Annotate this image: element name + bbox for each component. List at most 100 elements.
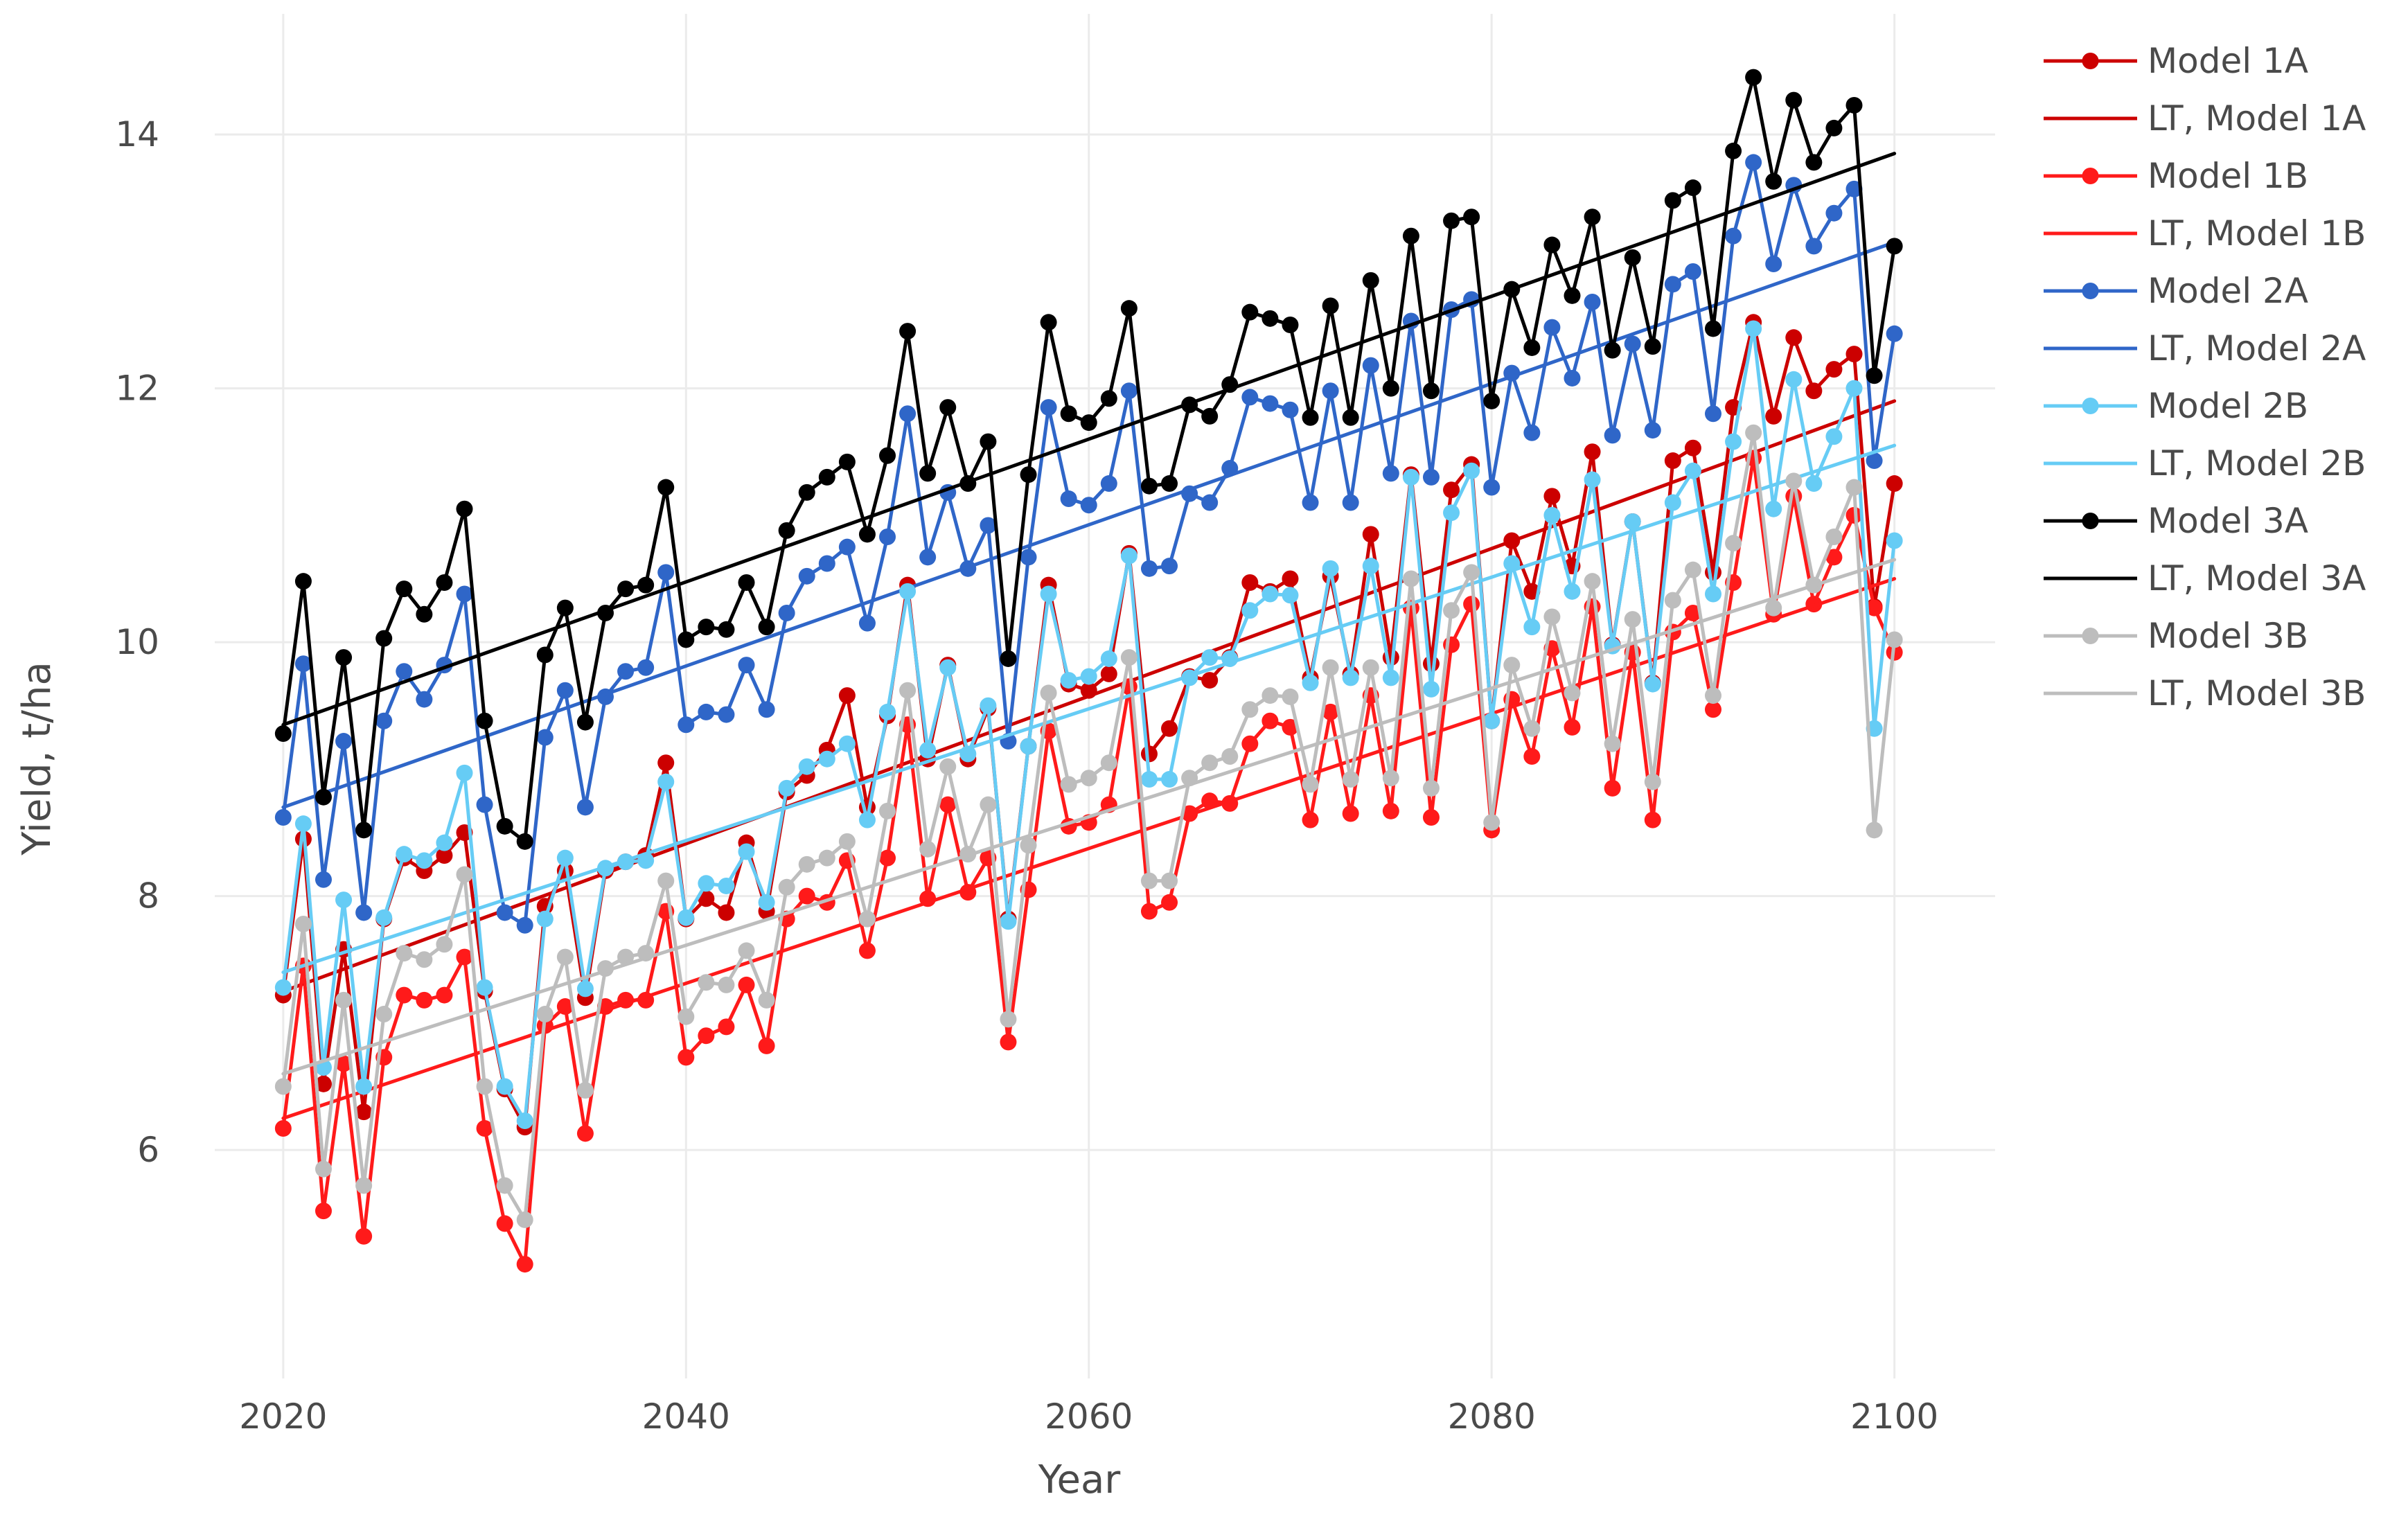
data-point-10-3 [335, 991, 353, 1009]
data-point-4-80 [1886, 325, 1903, 342]
data-point-6-7 [416, 852, 433, 869]
data-point-6-76 [1805, 475, 1823, 493]
data-point-6-14 [556, 849, 574, 867]
data-point-0-76 [1805, 382, 1823, 400]
data-point-2-68 [1644, 811, 1661, 828]
legend-item-6[interactable]: Model 2B [2044, 386, 2308, 426]
data-point-2-20 [678, 1049, 695, 1066]
data-point-6-10 [476, 979, 493, 996]
data-point-4-32 [919, 549, 937, 566]
data-point-6-74 [1765, 500, 1782, 517]
data-point-6-5 [375, 909, 393, 926]
trend-line-11 [281, 558, 1897, 1076]
data-point-8-73 [1745, 69, 1762, 86]
data-point-6-0 [274, 979, 292, 996]
data-point-8-2 [315, 788, 332, 806]
legend-item-9[interactable]: LT, Model 3A [2044, 558, 2366, 598]
legend-item-11[interactable]: LT, Model 3B [2044, 673, 2366, 713]
data-point-4-19 [657, 564, 675, 581]
data-point-8-62 [1523, 339, 1541, 356]
data-point-4-51 [1302, 494, 1319, 511]
data-point-6-40 [1080, 668, 1097, 685]
data-point-8-59 [1463, 209, 1480, 226]
data-point-8-56 [1402, 227, 1419, 245]
data-point-6-51 [1302, 674, 1319, 691]
data-point-10-30 [879, 802, 896, 819]
data-point-10-63 [1543, 608, 1561, 626]
data-point-8-55 [1382, 380, 1399, 397]
data-point-10-61 [1503, 657, 1521, 674]
data-point-4-38 [1040, 399, 1057, 416]
data-point-10-21 [698, 974, 715, 991]
data-point-6-19 [657, 773, 675, 790]
data-point-8-78 [1845, 96, 1863, 114]
data-point-4-27 [818, 555, 835, 572]
data-point-6-70 [1684, 462, 1701, 479]
data-point-2-2 [315, 1203, 332, 1220]
data-point-6-26 [798, 758, 815, 775]
data-point-10-13 [536, 1006, 554, 1023]
data-point-6-3 [335, 891, 353, 909]
data-point-8-39 [1060, 405, 1077, 423]
data-point-0-74 [1765, 407, 1782, 425]
data-point-4-15 [576, 799, 594, 816]
data-point-6-37 [1020, 738, 1037, 755]
data-point-8-64 [1564, 287, 1581, 304]
data-point-2-4 [355, 1227, 373, 1245]
data-point-2-51 [1302, 811, 1319, 828]
legend-item-1[interactable]: LT, Model 1A [2044, 98, 2366, 139]
data-point-0-22 [718, 904, 735, 921]
data-point-4-44 [1161, 558, 1178, 575]
data-point-10-50 [1282, 688, 1299, 705]
legend-label-10: Model 3B [2148, 616, 2308, 656]
data-point-8-26 [798, 484, 815, 501]
data-point-6-50 [1282, 587, 1299, 604]
data-point-4-9 [456, 585, 473, 603]
data-point-10-20 [678, 1008, 695, 1025]
data-point-10-66 [1604, 735, 1621, 752]
legend-item-7[interactable]: LT, Model 2B [2044, 443, 2366, 484]
legend-item-3[interactable]: LT, Model 1B [2044, 213, 2366, 254]
data-point-10-19 [657, 872, 675, 889]
legend-item-0[interactable]: Model 1A [2044, 41, 2308, 81]
data-point-10-41 [1100, 754, 1117, 772]
data-point-4-11 [496, 904, 513, 921]
data-point-8-10 [476, 712, 493, 729]
series-layer [274, 69, 1903, 1273]
legend-item-8[interactable]: Model 3A [2044, 501, 2308, 541]
legend-item-5[interactable]: LT, Model 2A [2044, 328, 2366, 369]
data-point-8-32 [919, 465, 937, 482]
data-point-2-7 [416, 991, 433, 1009]
data-point-6-33 [939, 659, 957, 676]
data-point-10-38 [1040, 684, 1057, 702]
data-point-4-23 [738, 657, 755, 674]
data-point-6-60 [1483, 712, 1500, 729]
data-point-2-6 [396, 986, 413, 1004]
y-tick-label-2: 10 [115, 622, 159, 662]
data-point-4-30 [879, 529, 896, 546]
data-point-2-21 [698, 1027, 715, 1045]
data-point-2-59 [1463, 596, 1480, 613]
legend-label-8: Model 3A [2148, 501, 2308, 541]
data-point-8-54 [1362, 272, 1379, 289]
legend-item-10[interactable]: Model 3B [2044, 616, 2308, 656]
series-8 [274, 69, 1903, 850]
legend-label-0: Model 1A [2148, 41, 2308, 81]
data-point-0-28 [838, 687, 856, 704]
data-point-6-31 [899, 583, 917, 600]
data-point-4-55 [1382, 465, 1399, 482]
legend-item-4[interactable]: Model 2A [2044, 271, 2308, 311]
data-point-2-49 [1261, 712, 1279, 729]
legend-item-2[interactable]: Model 1B [2044, 156, 2308, 196]
data-point-8-3 [335, 649, 353, 666]
data-point-8-25 [778, 522, 795, 539]
data-point-8-28 [838, 453, 856, 470]
data-point-8-60 [1483, 392, 1500, 409]
data-point-4-53 [1342, 494, 1359, 511]
data-point-4-46 [1201, 494, 1219, 511]
data-point-10-14 [556, 948, 574, 966]
data-point-6-25 [778, 779, 795, 797]
data-point-6-22 [718, 877, 735, 894]
data-point-10-52 [1322, 659, 1339, 676]
data-point-10-54 [1362, 659, 1379, 676]
